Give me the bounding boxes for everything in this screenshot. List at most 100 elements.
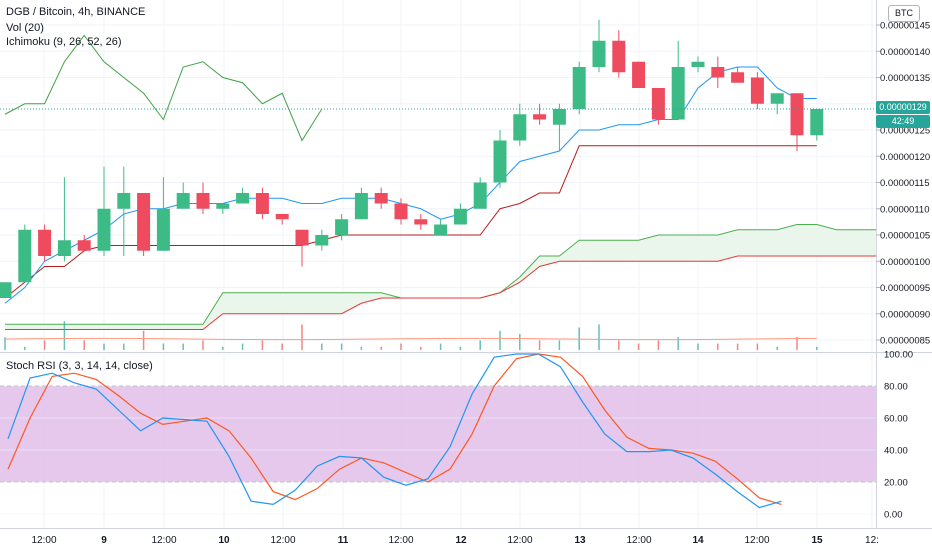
candle-up (453, 208, 467, 225)
candle-down (651, 88, 665, 120)
candle-down (77, 240, 91, 251)
volume-bar (499, 330, 501, 350)
stoch-rsi-legend[interactable]: Stoch RSI (3, 3, 14, 14, close) (6, 360, 153, 372)
time-tick-label: 12 (455, 535, 467, 546)
candle-up (552, 109, 566, 125)
stoch-band (0, 386, 876, 482)
volume-bar (123, 343, 125, 350)
currency-label[interactable]: BTC (888, 5, 920, 22)
stoch-d-line (7, 353, 782, 505)
stoch-k-line (7, 353, 782, 509)
volume-bar (677, 337, 679, 350)
ichimoku-cloud (5, 224, 877, 330)
price-tick-label: 0.00000110 (880, 204, 930, 215)
price-tick-label: 0.00000105 (880, 231, 930, 242)
volume-bar (479, 340, 481, 350)
volume-bar (816, 346, 818, 350)
candle-up (671, 67, 685, 120)
candle-up (97, 208, 111, 251)
volume-bar (261, 340, 264, 350)
volume-bar (4, 337, 6, 350)
candle-up (354, 193, 368, 220)
volume-bar (618, 340, 620, 350)
candle-up (513, 114, 527, 141)
candle-up (0, 282, 12, 298)
time-tick-label: 9 (101, 535, 107, 546)
ichimoku-legend[interactable]: Ichimoku (9, 26, 52, 26) (6, 36, 122, 48)
candle-down (632, 61, 646, 88)
volume-legend[interactable]: Vol (20) (6, 22, 44, 34)
volume-bar (222, 346, 224, 350)
candle-down (137, 193, 151, 251)
symbol-legend[interactable]: DGB / Bitcoin, 4h, BINANCE (6, 6, 145, 18)
volume-bar (538, 340, 541, 350)
stoch-tick-label: 0.00 (884, 510, 903, 521)
volume-bar (182, 343, 184, 350)
price-tick-label: 0.00000090 (880, 309, 930, 320)
candle-down (790, 93, 804, 136)
candle-down (275, 214, 289, 220)
volume-bar (439, 343, 442, 350)
volume-bar (598, 324, 600, 350)
candle-down (38, 229, 52, 256)
time-tick-label: 12:00 (507, 535, 532, 546)
stoch-tick-label: 40.00 (884, 446, 908, 457)
candle-up (572, 67, 586, 109)
candle-down (394, 203, 408, 220)
price-tick-label: 0.00000145 (880, 21, 930, 32)
price-tick-label: 0.00000120 (880, 152, 930, 163)
price-tick-label: 0.00000125 (880, 126, 930, 137)
candle-up (592, 40, 606, 67)
time-tick-label: 15 (811, 535, 823, 546)
volume-bar (657, 340, 660, 350)
candle-down (533, 114, 547, 120)
candle-up (473, 182, 487, 209)
volume-bar (776, 346, 778, 350)
volume-bar (24, 346, 26, 350)
volume-bar (400, 343, 402, 350)
candle-down (612, 40, 626, 73)
time-tick-label: 10 (218, 535, 230, 546)
volume-bar (717, 343, 719, 350)
volume-bar (796, 337, 798, 350)
time-tick-label: 12:00 (270, 535, 295, 546)
candle-down (731, 72, 745, 83)
candle-up (315, 235, 329, 246)
volume-bar (301, 324, 303, 350)
candle-down (414, 219, 428, 225)
symbol-title: DGB / Bitcoin, 4h, BINANCE (6, 6, 146, 18)
price-tick-label: 0.00000115 (880, 178, 930, 189)
price-tick-label: 0.00000140 (880, 47, 930, 58)
volume-bar (340, 343, 343, 350)
candle-up (770, 93, 784, 104)
candle-down (374, 193, 388, 204)
volume-ma-line (4, 337, 817, 341)
volume-bar (202, 340, 204, 350)
volume-bar (43, 340, 46, 350)
volume-bar (459, 346, 462, 350)
candle-up (810, 109, 824, 136)
volume-bar (241, 343, 244, 350)
volume-bar (83, 340, 85, 350)
candle-up (57, 240, 71, 256)
countdown-tag: 42:49 (876, 115, 930, 128)
price-tick-label: 0.00000100 (880, 257, 930, 268)
candle-up (434, 224, 448, 235)
volume-bar (321, 343, 323, 350)
price-tick-label: 0.00000135 (880, 73, 930, 84)
candle-up (236, 193, 250, 204)
candle-up (335, 219, 349, 235)
lagging-span-line (4, 34, 323, 142)
volume-bar (63, 321, 66, 350)
time-tick-label: 14 (692, 535, 704, 546)
candle-down (295, 229, 309, 246)
candle-up (117, 193, 131, 209)
price-tick-label: 0.00000095 (880, 283, 930, 294)
time-tick-label: 12:00 (151, 535, 176, 546)
volume-bar (142, 330, 145, 350)
volume-bar (697, 343, 699, 350)
volume-bar (380, 346, 382, 350)
candle-up (176, 193, 190, 209)
volume-bar (360, 346, 363, 350)
